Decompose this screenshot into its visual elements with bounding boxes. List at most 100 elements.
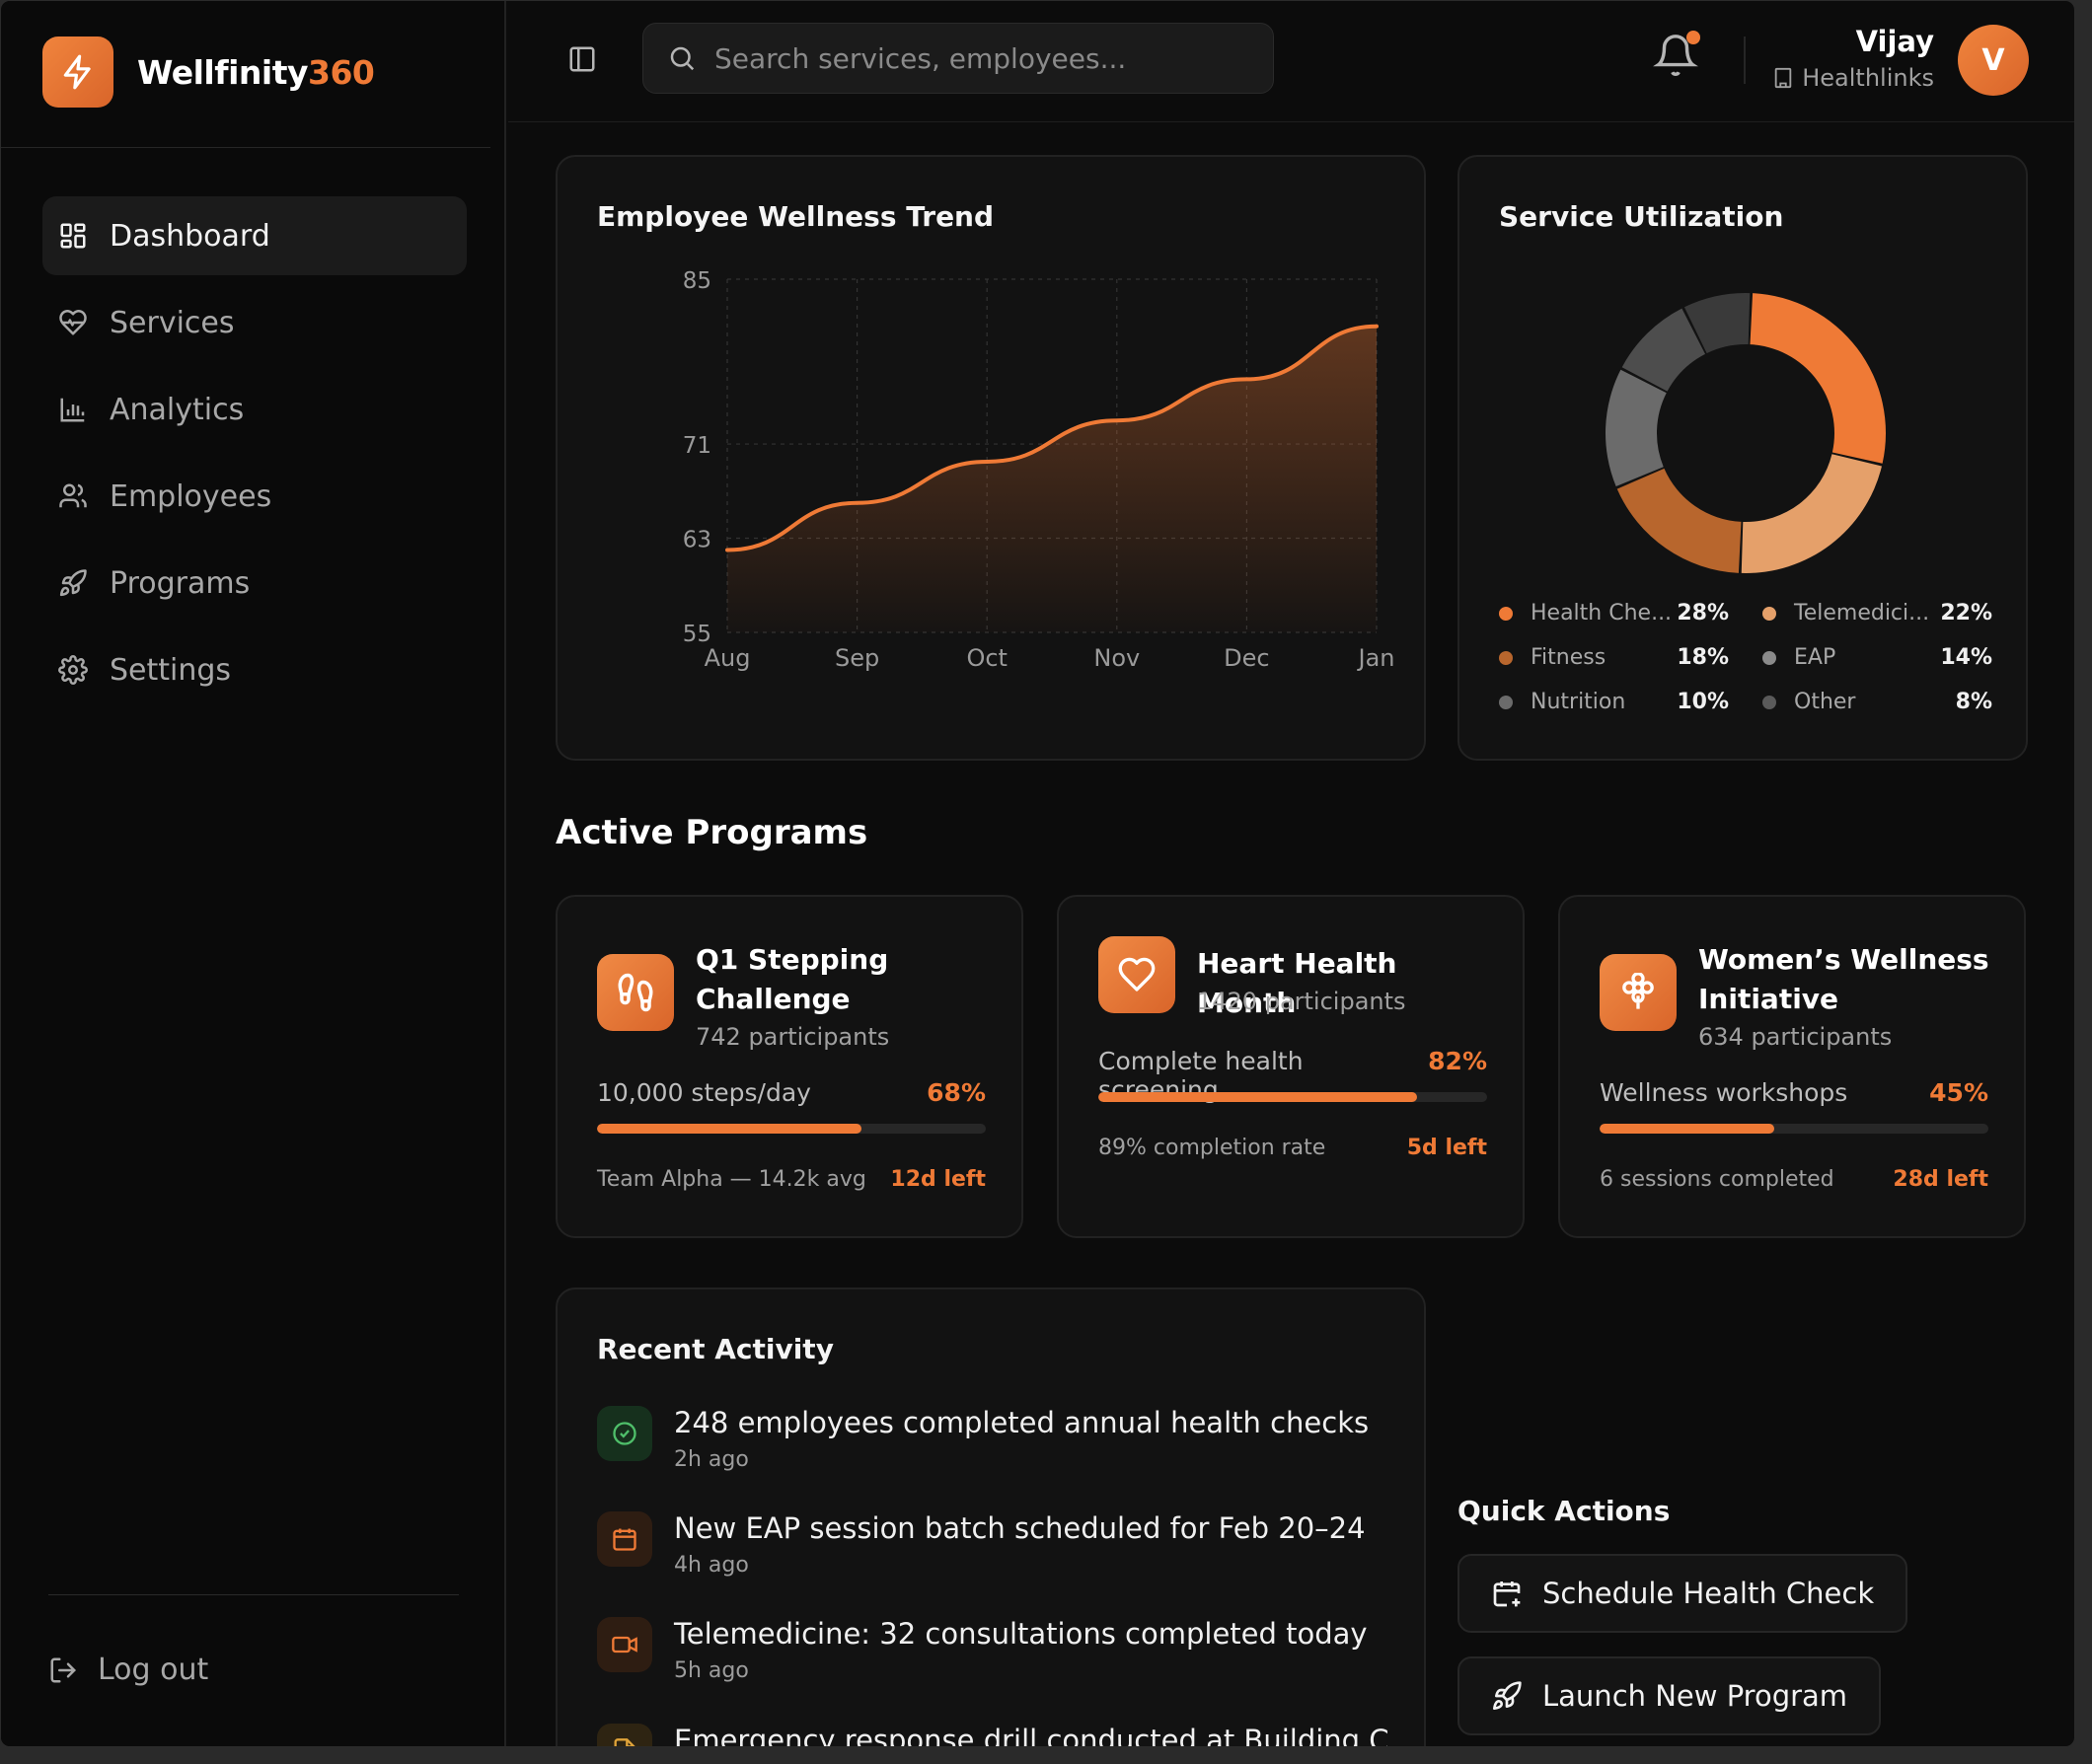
flower-icon	[1600, 954, 1677, 1031]
launch-new-program-button[interactable]: Launch New Program	[1457, 1656, 1882, 1735]
program-card-womens-wellness[interactable]: Women’s Wellness Initiative 634 particip…	[1558, 895, 2026, 1238]
program-title: Women’s Wellness Initiative	[1698, 943, 1989, 1015]
donut-slice[interactable]	[1616, 468, 1742, 573]
search-bar	[642, 23, 1274, 94]
progress-bar	[597, 1124, 986, 1134]
x-tick-label: Jan	[1357, 644, 1395, 672]
building-icon	[1774, 67, 1792, 89]
sidebar-item-label: Programs	[110, 565, 251, 601]
sidebar-item-settings[interactable]: Settings	[42, 630, 467, 709]
progress-fill	[1098, 1092, 1418, 1102]
legend-value: 14%	[1940, 645, 1992, 670]
legend-item: Nutrition 10%	[1499, 690, 1729, 714]
wellness-trend-chart: 55 63 71 85 Aug Sep Oct Nov Dec Jan	[683, 268, 1395, 672]
legend-dot	[1762, 695, 1776, 709]
x-tick-label: Sep	[835, 644, 879, 672]
bell-icon	[1653, 35, 1698, 76]
search-input[interactable]	[714, 41, 1247, 75]
logout-label: Log out	[98, 1653, 209, 1687]
schedule-health-check-button[interactable]: Schedule Health Check	[1457, 1554, 1908, 1633]
sidebar-item-dashboard[interactable]: Dashboard	[42, 196, 467, 275]
goal-percent: 82%	[1428, 1047, 1487, 1075]
sidebar-item-label: Analytics	[110, 392, 245, 427]
sidebar-toggle-button[interactable]	[567, 44, 597, 78]
avatar[interactable]: V	[1958, 25, 2029, 96]
activity-time: 4h ago	[674, 1553, 749, 1578]
trend-line	[725, 324, 1379, 552]
heart-icon	[1098, 936, 1175, 1013]
sidebar-divider	[48, 1594, 459, 1595]
sidebar-item-employees[interactable]: Employees	[42, 457, 467, 536]
rocket-icon	[1493, 1681, 1522, 1710]
calendar-icon	[597, 1511, 652, 1567]
legend-item: Other 8%	[1762, 690, 1992, 714]
logout-button[interactable]: Log out	[48, 1653, 208, 1687]
video-icon	[597, 1617, 652, 1672]
calendar-plus-icon	[1493, 1581, 1521, 1607]
card-title: Service Utilization	[1499, 200, 1784, 233]
y-tick-label: 85	[683, 268, 711, 294]
service-utilization-card: Service Utilization Health Che... 28% Tel…	[1457, 155, 2028, 761]
program-footer: 6 sessions completed 28d left	[1600, 1167, 1988, 1192]
bar-chart-icon	[60, 398, 85, 422]
program-note: Team Alpha — 14.2k avg	[597, 1167, 866, 1192]
quick-actions-title: Quick Actions	[1457, 1495, 1671, 1527]
program-note: 6 sessions completed	[1600, 1167, 1834, 1192]
user-menu[interactable]: Vijay Healthlinks	[1772, 25, 1934, 92]
y-tick-label: 55	[683, 622, 711, 647]
brand[interactable]: Wellfinity360	[42, 37, 375, 108]
dashboard-grid-icon	[60, 223, 86, 249]
user-org-label: Healthlinks	[1802, 64, 1934, 92]
user-org: Healthlinks	[1772, 64, 1934, 92]
donut-slice[interactable]	[1741, 454, 1882, 573]
program-card-stepping[interactable]: Q1 Stepping Challenge 742 participants 1…	[556, 895, 1023, 1238]
donut-slice[interactable]	[1606, 369, 1667, 486]
progress-bar	[1600, 1124, 1988, 1134]
days-left: 12d left	[890, 1167, 986, 1192]
sidebar-divider	[1, 147, 490, 148]
legend-item: Fitness 18%	[1499, 645, 1729, 670]
service-utilization-donut	[1606, 293, 1886, 573]
legend-label: EAP	[1794, 645, 1836, 670]
legend-label: Health Che...	[1531, 601, 1673, 625]
panel-left-icon	[569, 46, 595, 72]
program-title: Q1 Stepping Challenge	[696, 943, 889, 1015]
goal-percent: 45%	[1929, 1078, 1988, 1107]
goal-percent: 68%	[927, 1078, 986, 1107]
donut-slice[interactable]	[1750, 293, 1886, 464]
activity-item[interactable]: Emergency response drill conducted at Bu…	[597, 1724, 1389, 1746]
program-card-heart-health[interactable]: Heart Health Month 1420 participants Com…	[1057, 895, 1525, 1238]
activity-item[interactable]: New EAP session batch scheduled for Feb …	[597, 1511, 1366, 1578]
donut-slice[interactable]	[1683, 293, 1751, 354]
days-left: 28d left	[1893, 1167, 1988, 1192]
x-tick-label: Oct	[966, 644, 1008, 672]
card-title: Employee Wellness Trend	[597, 200, 995, 233]
footprints-icon	[597, 954, 674, 1031]
check-circle-icon	[597, 1406, 652, 1461]
notifications-button[interactable]	[1653, 31, 1700, 82]
sidebar-item-programs[interactable]: Programs	[42, 544, 467, 623]
sidebar-item-analytics[interactable]: Analytics	[42, 370, 467, 449]
button-label: Launch New Program	[1542, 1679, 1848, 1713]
legend-item: Telemedici... 22%	[1762, 601, 1992, 625]
activity-text: 248 employees completed annual health ch…	[674, 1406, 1370, 1439]
activity-item[interactable]: 248 employees completed annual health ch…	[597, 1406, 1369, 1472]
progress-fill	[597, 1124, 861, 1134]
legend-dot	[1499, 695, 1513, 709]
logout-icon	[50, 1657, 77, 1682]
section-title-active-programs: Active Programs	[556, 813, 868, 852]
users-icon	[59, 483, 87, 508]
program-goal: 10,000 steps/day 68%	[597, 1078, 986, 1107]
sidebar: Wellfinity360 Dashboard Services Analyti…	[1, 1, 506, 1746]
days-left: 5d left	[1406, 1136, 1487, 1160]
activity-item[interactable]: Telemedicine: 32 consultations completed…	[597, 1617, 1368, 1683]
legend-value: 10%	[1677, 690, 1729, 714]
donut-slice[interactable]	[1621, 308, 1706, 392]
x-tick-label: Dec	[1224, 644, 1269, 672]
program-participants: 634 participants	[1698, 1023, 1893, 1051]
legend-label: Fitness	[1531, 645, 1606, 670]
legend-label: Nutrition	[1531, 690, 1626, 714]
sidebar-item-services[interactable]: Services	[42, 283, 467, 362]
search-icon	[670, 46, 695, 71]
